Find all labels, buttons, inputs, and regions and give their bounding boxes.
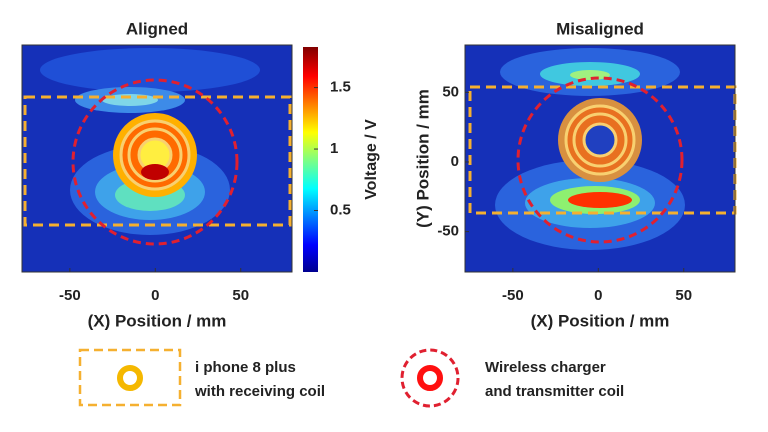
legend: i phone 8 plus with receiving coil Wirel… (78, 348, 624, 408)
x-tick-label: -50 (59, 287, 81, 304)
legend-text: Wireless charger (485, 359, 606, 376)
contour-field (465, 45, 737, 272)
y-tick-label: 50 (442, 83, 459, 100)
y-tick-label: -50 (437, 223, 459, 240)
colorbar-label: Voltage / V (363, 119, 380, 200)
panel-title: Aligned (126, 19, 188, 38)
colorbar-tick-label: 1 (330, 140, 338, 157)
plot-frame (464, 44, 736, 273)
x-tick-label: 0 (151, 287, 159, 304)
colorbar-tick-label: 1.5 (330, 79, 351, 96)
x-axis-label: (X) Position / mm (531, 311, 670, 330)
colorbar (303, 47, 318, 272)
legend-text: and transmitter coil (485, 383, 624, 400)
y-axis-label: (Y) Position / mm (413, 89, 432, 228)
x-tick-label: 50 (232, 287, 249, 304)
plot-frame (21, 44, 293, 273)
colorbar-tick-label: 0.5 (330, 201, 351, 218)
x-tick-label: 50 (675, 287, 692, 304)
legend-text: i phone 8 plus (195, 359, 296, 376)
x-tick-label: -50 (502, 287, 524, 304)
contour-field (22, 45, 292, 272)
legend-text: with receiving coil (194, 383, 325, 400)
x-tick-label: 0 (594, 287, 602, 304)
x-axis-label: (X) Position / mm (88, 311, 227, 330)
panel-title: Misaligned (556, 19, 644, 38)
y-tick-label: 0 (451, 153, 459, 170)
